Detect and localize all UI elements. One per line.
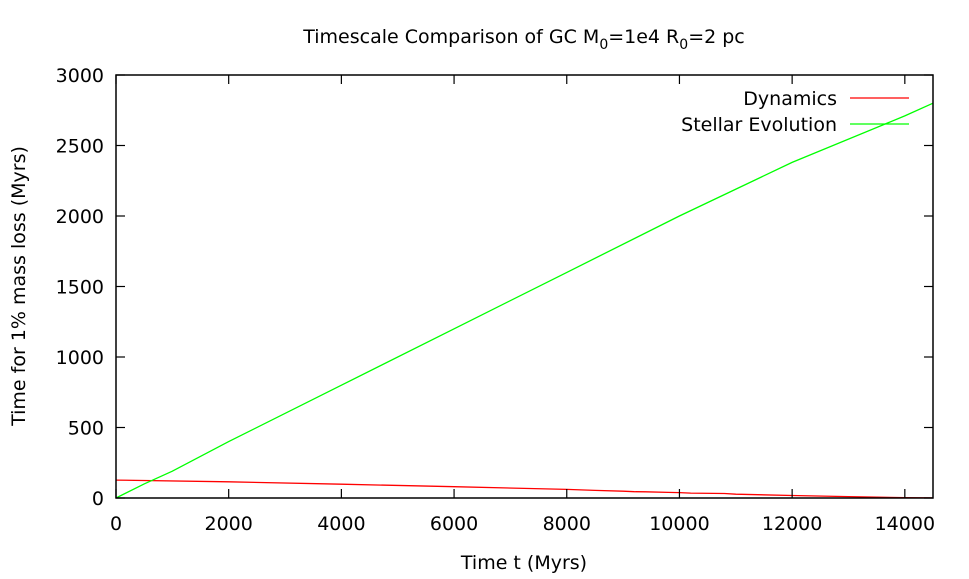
y-tick-label: 500 [68, 418, 104, 440]
x-tick-label: 4000 [317, 513, 365, 535]
y-tick-label: 3000 [56, 65, 104, 87]
y-tick-label: 1500 [56, 277, 104, 299]
x-tick-label: 12000 [762, 513, 822, 535]
x-tick-label: 10000 [649, 513, 709, 535]
y-tick-label: 0 [92, 488, 104, 510]
ticks-layer: 0 2000 4000 6000 8000 10000 12000 14000 0 500 1000… [56, 65, 935, 535]
y-tick-label: 2000 [56, 206, 104, 228]
title-prefix: Timescale Comparison of GC M [302, 26, 599, 48]
series-line-stellar-evolution [115, 102, 934, 499]
series-line-dynamics [115, 479, 934, 499]
x-tick-label: 8000 [543, 513, 591, 535]
y-tick-label: 2500 [56, 136, 104, 158]
y-tick-label: 1000 [56, 347, 104, 369]
legend-label-dynamics: Dynamics [743, 88, 837, 110]
x-axis-label: Time t (Myrs) [460, 552, 587, 574]
x-tick-label: 6000 [430, 513, 478, 535]
legend-label-stellar-evolution: Stellar Evolution [681, 114, 837, 136]
title-subscript-r: 0 [679, 37, 688, 53]
chart-title: Timescale Comparison of GC M0=1e4 R0=2 p… [302, 26, 745, 53]
title-subscript-m: 0 [599, 37, 608, 53]
x-tick-label: 2000 [205, 513, 253, 535]
title-suffix: =2 pc [688, 26, 745, 48]
series-layer [115, 102, 934, 499]
plot-frame [115, 74, 934, 499]
y-axis-label: Time for 1% mass loss (Myrs) [8, 146, 30, 427]
title-middle: =1e4 R [608, 26, 679, 48]
legend: Dynamics Stellar Evolution [681, 88, 909, 136]
x-tick-label: 0 [110, 513, 122, 535]
x-tick-label: 14000 [875, 513, 935, 535]
